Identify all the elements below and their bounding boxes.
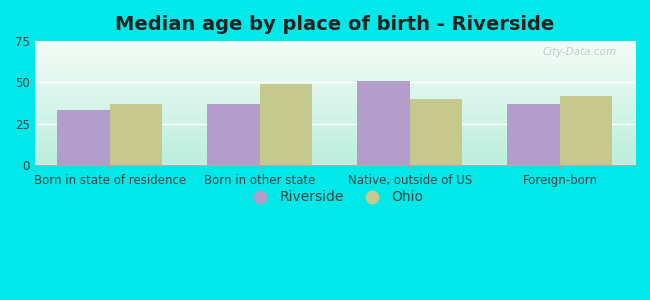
Bar (207, 104, 260, 165)
Bar (508, 104, 560, 165)
Legend: Riverside, Ohio: Riverside, Ohio (241, 185, 429, 210)
Title: Median age by place of birth - Riverside: Median age by place of birth - Riverside (115, 15, 554, 34)
Text: City-Data.com: City-Data.com (543, 47, 617, 57)
Bar (110, 104, 162, 165)
Bar (410, 99, 462, 165)
Bar (57, 110, 110, 165)
Bar (358, 81, 410, 165)
Bar (260, 84, 313, 165)
Bar (560, 96, 612, 165)
